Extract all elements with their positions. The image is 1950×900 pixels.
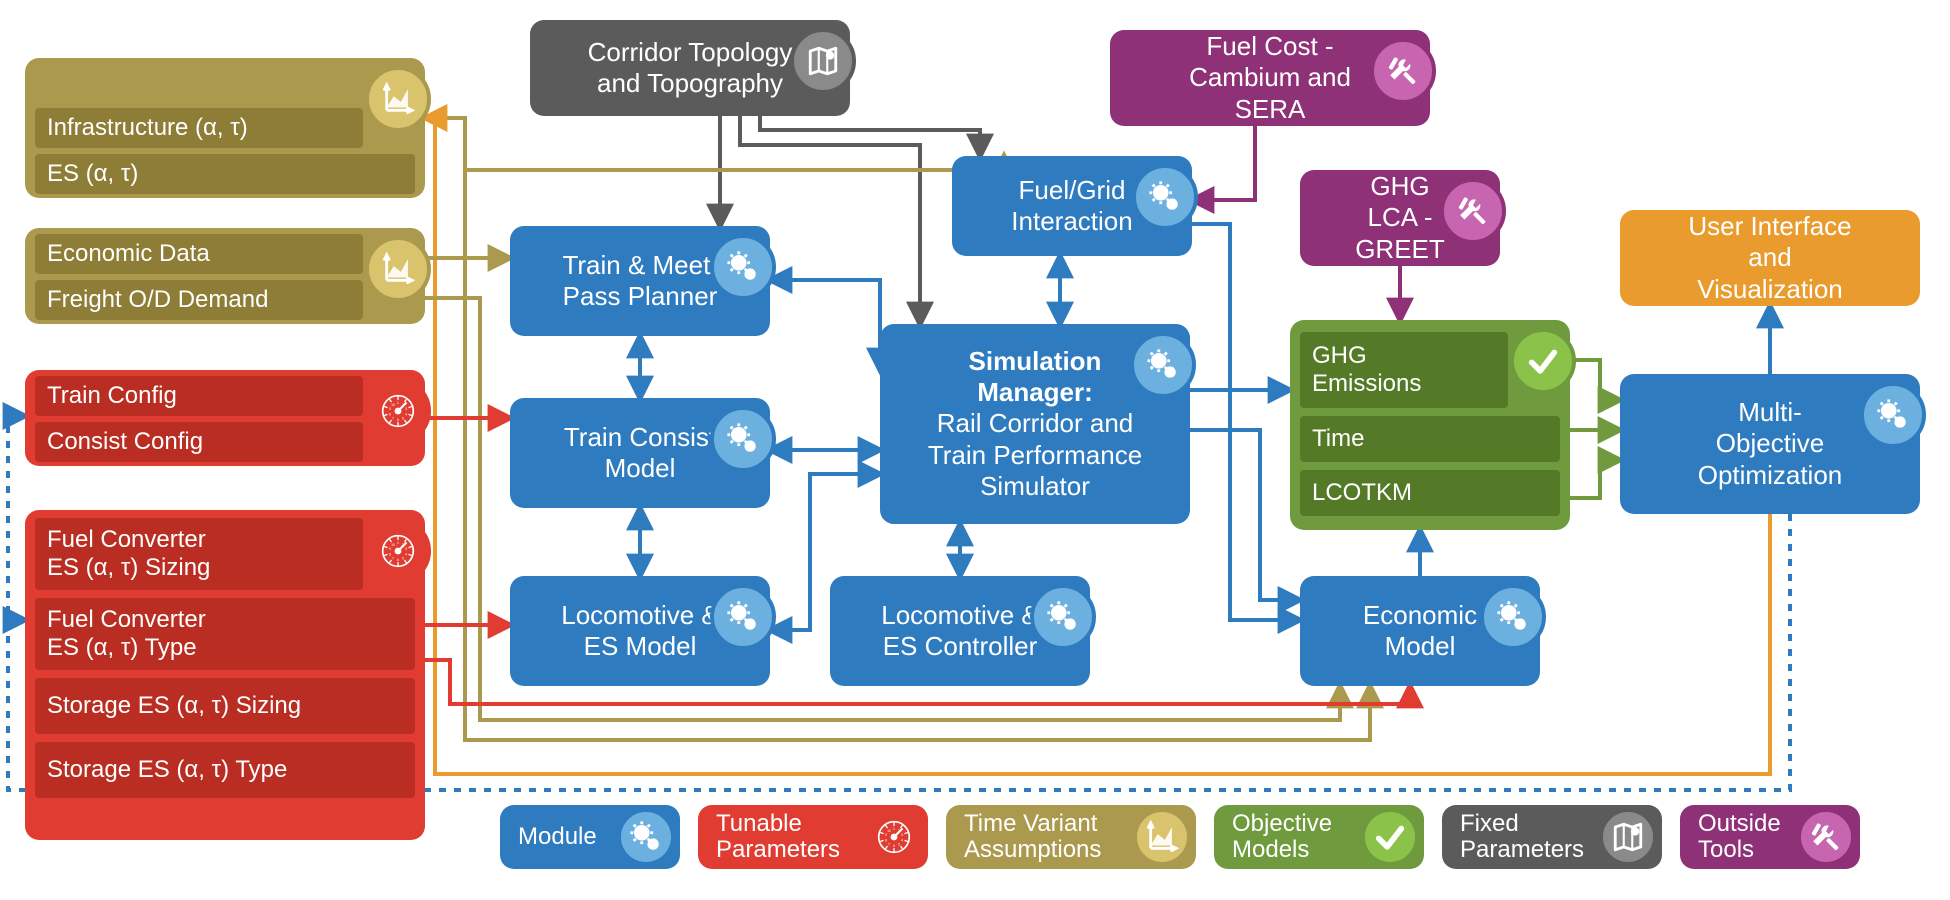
svg-text:7: 7 <box>888 843 890 847</box>
svg-text:9: 9 <box>389 407 391 411</box>
edge-7 <box>465 156 1004 170</box>
node-ui-label: User Interface andVisualization <box>1666 211 1874 305</box>
svg-text:3: 3 <box>405 547 407 551</box>
node-fuelconv-item-3: Storage ES (α, τ) Type <box>35 742 415 798</box>
node-lococtrl: Locomotive &ES Controller <box>830 576 1090 686</box>
legend-item-5: OutsideTools <box>1680 805 1860 869</box>
edge-2 <box>760 116 980 156</box>
node-ui: User Interface andVisualization <box>1620 210 1920 306</box>
node-greet: GHG LCA -GREET <box>1300 170 1500 266</box>
node-fuelconv-item-2: Storage ES (α, τ) Sizing <box>35 678 415 734</box>
edge-16 <box>770 280 880 370</box>
node-fuelgrid: Fuel/GridInteraction <box>952 156 1192 256</box>
node-corridor-label: Corridor Topologyand Topography <box>588 37 793 99</box>
node-rollout-item-0: Infrastructure (α, τ) <box>35 108 363 148</box>
edge-24 <box>1570 360 1620 400</box>
svg-text:10: 10 <box>887 829 891 833</box>
node-meetpass-label: Train & Meet/Pass Planner <box>562 250 717 312</box>
node-locomodel-label: Locomotive &ES Model <box>561 600 719 662</box>
edge-26 <box>1570 460 1620 498</box>
legend-item-0: Module <box>500 805 680 869</box>
node-multiobj: Multi-ObjectiveOptimization <box>1620 374 1920 514</box>
node-consist: Train ConsistModel <box>510 398 770 508</box>
node-sim: SimulationManager:Rail Corridor andTrain… <box>880 324 1190 524</box>
svg-text:2: 2 <box>898 829 900 833</box>
svg-text:2: 2 <box>402 543 404 547</box>
node-objectives-item-0: GHG Emissions <box>1300 332 1508 408</box>
node-locomodel: Locomotive &ES Model <box>510 576 770 686</box>
node-econ-item-0: Economic Data <box>35 234 363 274</box>
svg-text:5: 5 <box>402 417 404 421</box>
node-fuelconv-item-1: Fuel Converter ES (α, τ) Type <box>35 598 415 670</box>
svg-text:4: 4 <box>405 412 407 416</box>
svg-text:6: 6 <box>397 558 399 562</box>
legend-item-2: Time VariantAssumptions <box>946 805 1196 869</box>
svg-text:4: 4 <box>901 838 903 842</box>
node-econ-item-1: Freight O/D Demand <box>35 280 363 320</box>
node-consist-label: Train ConsistModel <box>564 422 716 484</box>
edge-3 <box>1192 126 1255 200</box>
node-rollout-item-1: ES (α, τ) <box>35 154 415 194</box>
svg-text:10: 10 <box>391 543 395 547</box>
svg-text:5: 5 <box>898 843 900 847</box>
node-objectives-item-1: Time <box>1300 416 1560 462</box>
node-fuelcost-label: Fuel Cost -Cambium and SERA <box>1156 31 1384 125</box>
svg-text:9: 9 <box>389 547 391 551</box>
legend-item-4: FixedParameters <box>1442 805 1662 869</box>
legend-item-1: TunableParameters 1 2 3 4 5 6 <box>698 805 928 869</box>
node-lococtrl-label: Locomotive &ES Controller <box>881 600 1039 662</box>
svg-text:7: 7 <box>392 417 394 421</box>
svg-text:6: 6 <box>397 418 399 422</box>
node-sim-label: SimulationManager:Rail Corridor andTrain… <box>928 346 1142 502</box>
edge-22 <box>1192 224 1300 620</box>
svg-text:7: 7 <box>392 557 394 561</box>
node-fuelgrid-label: Fuel/GridInteraction <box>1011 175 1132 237</box>
svg-text:9: 9 <box>885 833 887 837</box>
svg-text:3: 3 <box>901 833 903 837</box>
legend: Module TunableParameters <box>500 805 1860 869</box>
svg-text:3: 3 <box>405 407 407 411</box>
node-fuelconv-item-0: Fuel Converter ES (α, τ) Sizing <box>35 518 363 590</box>
node-trainconf-item-0: Train Config <box>35 376 363 416</box>
svg-text:4: 4 <box>405 552 407 556</box>
svg-text:2: 2 <box>402 403 404 407</box>
node-greet-label: GHG LCA -GREET <box>1346 171 1454 265</box>
svg-text:1: 1 <box>397 401 399 405</box>
svg-text:8: 8 <box>389 412 391 416</box>
node-meetpass: Train & Meet/Pass Planner <box>510 226 770 336</box>
legend-item-3: ObjectiveModels <box>1214 805 1424 869</box>
node-econmodel-label: EconomicModel <box>1363 600 1477 662</box>
svg-text:1: 1 <box>893 827 895 831</box>
edge-21 <box>1190 430 1300 600</box>
svg-text:5: 5 <box>402 557 404 561</box>
node-fuelcost: Fuel Cost -Cambium and SERA <box>1110 30 1430 126</box>
node-multiobj-label: Multi-ObjectiveOptimization <box>1698 397 1843 491</box>
node-corridor: Corridor Topologyand Topography <box>530 20 850 116</box>
svg-text:8: 8 <box>389 552 391 556</box>
node-econmodel: EconomicModel <box>1300 576 1540 686</box>
svg-text:10: 10 <box>391 403 395 407</box>
svg-text:8: 8 <box>885 838 887 842</box>
node-trainconf-item-1: Consist Config <box>35 422 363 462</box>
node-objectives-item-2: LCOTKM <box>1300 470 1560 516</box>
svg-text:1: 1 <box>397 541 399 545</box>
svg-text:6: 6 <box>893 844 895 848</box>
